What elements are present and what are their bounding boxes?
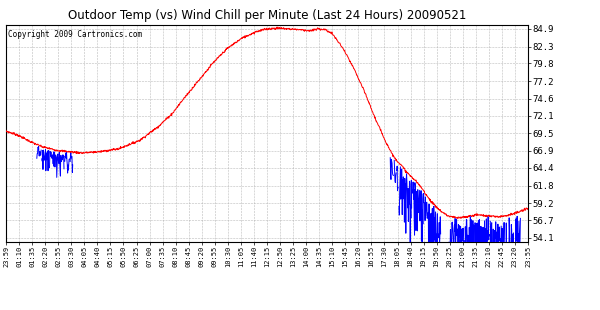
Text: Copyright 2009 Cartronics.com: Copyright 2009 Cartronics.com [8,30,142,39]
Title: Outdoor Temp (vs) Wind Chill per Minute (Last 24 Hours) 20090521: Outdoor Temp (vs) Wind Chill per Minute … [68,9,466,22]
